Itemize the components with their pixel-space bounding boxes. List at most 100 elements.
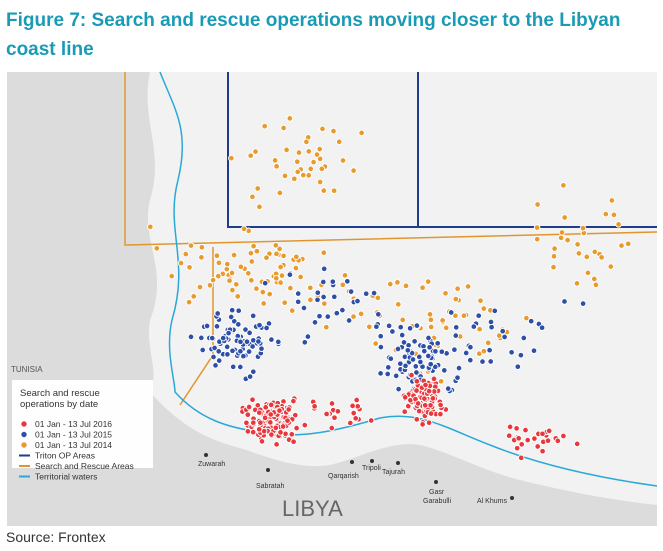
incident-dot — [533, 235, 541, 243]
incident-dot — [219, 334, 227, 342]
incident-dot — [557, 234, 565, 242]
incident-dot — [454, 374, 461, 381]
incident-dot — [377, 370, 384, 377]
incident-dot — [573, 440, 581, 448]
place: Qarqarish — [328, 473, 359, 480]
legend-box — [12, 380, 153, 468]
incident-dot — [508, 349, 515, 356]
incident-dot — [362, 290, 370, 297]
incident-dot — [301, 421, 309, 429]
legend-item: 01 Jan - 13 Jul 2015 — [35, 430, 112, 440]
incident-dot — [424, 278, 432, 285]
incident-dot — [227, 313, 235, 321]
place-marker — [370, 459, 374, 463]
incident-dot — [240, 225, 248, 233]
incident-dot — [248, 258, 256, 265]
incident-dot — [314, 289, 322, 296]
incident-dot — [455, 364, 463, 372]
sar-area — [124, 72, 658, 246]
incident-dot — [249, 343, 256, 350]
incident-dot — [518, 441, 525, 448]
incident-dot — [203, 322, 211, 330]
incident-dot — [168, 272, 175, 280]
incident-dot — [400, 339, 408, 346]
incident-dot — [527, 317, 535, 325]
incident-dot — [399, 316, 406, 324]
incident-dot — [263, 254, 270, 261]
incident-dot — [592, 281, 600, 289]
incident-dot — [286, 115, 294, 122]
incident-dot — [442, 290, 449, 297]
incident-dot — [267, 419, 274, 426]
incident-dot — [245, 403, 253, 411]
incident-dot — [452, 295, 460, 303]
incident-dot — [229, 363, 237, 371]
incident-dot — [387, 280, 394, 288]
incident-dot — [250, 242, 257, 250]
incident-dot — [520, 334, 528, 342]
legend-title: Search and rescue operations by date — [20, 388, 100, 410]
incident-dot — [329, 278, 337, 285]
source: Source: Frontex — [6, 529, 106, 545]
incident-dot — [539, 430, 546, 438]
incident-dot — [487, 358, 494, 365]
incident-dot — [237, 348, 244, 355]
place-marker — [204, 453, 208, 457]
incident-dot — [233, 281, 240, 288]
incident-dot — [437, 410, 444, 418]
incident-dot — [341, 272, 349, 279]
incident-dot — [352, 415, 359, 422]
incident-dot — [330, 187, 338, 194]
incident-dot — [413, 322, 421, 329]
incident-dot — [402, 362, 409, 370]
incident-dot — [211, 344, 218, 352]
incident-dot — [392, 372, 400, 380]
incident-dot — [258, 345, 265, 352]
incident-dot — [558, 229, 566, 236]
incident-dot — [271, 157, 279, 164]
incident-dot — [610, 211, 618, 219]
incident-dot — [484, 339, 492, 347]
incident-dot — [259, 288, 267, 296]
incident-dot — [196, 283, 204, 291]
incident-dot — [375, 311, 382, 318]
incident-dot — [350, 313, 357, 320]
incident-dot — [252, 148, 259, 155]
incident-dot — [533, 224, 541, 231]
incident-dot — [290, 438, 297, 445]
incident-dot — [244, 428, 252, 435]
incident-dot — [253, 247, 261, 255]
incident-dot — [357, 310, 365, 318]
incident-dot — [294, 168, 301, 176]
incident-dot — [550, 253, 558, 260]
incident-dot — [434, 340, 441, 347]
incident-dot — [277, 429, 284, 436]
incident-dot — [261, 122, 268, 130]
place-marker — [266, 468, 270, 472]
tunisia-land — [7, 72, 158, 392]
incident-dot — [517, 351, 525, 359]
incident-dot — [261, 279, 269, 287]
incident-dot — [408, 371, 415, 379]
place: Al Khums — [477, 498, 507, 505]
incident-dot — [417, 358, 424, 366]
incident-dot — [243, 419, 250, 427]
incident-dot — [425, 352, 432, 360]
incident-dot — [290, 397, 297, 405]
incident-dot — [206, 282, 214, 289]
incident-dot — [320, 293, 327, 301]
incident-dot — [517, 454, 525, 462]
incident-dot — [256, 321, 263, 329]
incident-dot — [462, 349, 470, 357]
incident-dot — [413, 387, 420, 394]
incident-dot — [330, 127, 337, 135]
place: Tajurah — [382, 469, 405, 476]
incident-dot — [513, 425, 520, 432]
incident-dot — [153, 245, 161, 252]
legend-dot — [20, 430, 28, 439]
incident-dot — [426, 344, 433, 351]
incident-dot — [303, 138, 310, 146]
incident-dot — [561, 298, 568, 305]
incident-dot — [215, 348, 222, 355]
incident-dot — [320, 187, 328, 194]
